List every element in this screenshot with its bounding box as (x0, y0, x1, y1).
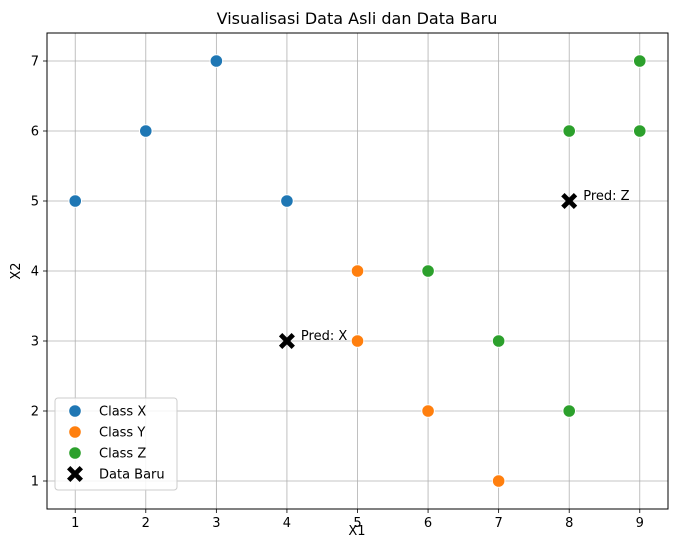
prediction-annotation: Pred: Z (583, 189, 629, 204)
legend: Class X Class Y Class Z Data Baru (54, 397, 178, 491)
x-tick-label: 1 (71, 516, 79, 531)
x-axis-label: X1 (348, 524, 365, 539)
class-x-point (138, 124, 153, 138)
x-tick-label: 5 (353, 516, 361, 531)
y-tick-label: 2 (31, 405, 39, 420)
y-tick-label: 6 (31, 125, 39, 140)
class-y-point (350, 334, 365, 348)
class-x-point (68, 194, 83, 208)
y-tick-label: 7 (31, 55, 39, 70)
chart-title: Visualisasi Data Asli dan Data Baru (217, 9, 498, 28)
class-z-point (421, 264, 435, 278)
legend-marker (68, 446, 82, 460)
class-z-point (632, 54, 647, 68)
class-z-point (562, 404, 577, 418)
class-z-point (491, 334, 506, 348)
annotations: Pred: X Pred: Z (301, 189, 630, 344)
y-tick-label: 3 (31, 335, 39, 350)
class-y-point (491, 474, 506, 488)
prediction-annotation: Pred: X (301, 329, 347, 344)
y-axis-label: X2 (9, 262, 24, 279)
legend-label: Class X (99, 405, 146, 420)
legend-marker (68, 425, 82, 439)
x-tick-label: 9 (636, 516, 644, 531)
plot-frame (46, 32, 669, 510)
ticks: 1 2 3 4 5 6 7 8 9 1 2 3 4 5 6 7 (31, 55, 644, 532)
y-tick-label: 1 (31, 475, 39, 490)
legend-label: Data Baru (99, 468, 165, 483)
legend-marker (67, 466, 83, 482)
class-y-point (350, 264, 365, 278)
class-y-point (421, 404, 435, 418)
class-x-point (280, 194, 294, 208)
x-tick-label: 8 (565, 516, 573, 531)
data-points (68, 54, 647, 488)
class-z-point (632, 124, 647, 138)
x-tick-label: 3 (212, 516, 220, 531)
data-baru-point (561, 193, 578, 209)
x-tick-label: 2 (142, 516, 150, 531)
y-tick-label: 5 (31, 195, 39, 210)
x-tick-label: 7 (494, 516, 502, 531)
class-z-point (562, 124, 577, 138)
x-tick-label: 4 (283, 516, 291, 531)
legend-label: Class Y (99, 426, 145, 441)
legend-box (54, 397, 178, 491)
class-x-point (209, 54, 224, 68)
y-tick-label: 4 (31, 265, 39, 280)
legend-label: Class Z (99, 447, 146, 462)
x-tick-label: 6 (424, 516, 432, 531)
data-baru-point (278, 333, 295, 349)
legend-marker (68, 404, 82, 418)
